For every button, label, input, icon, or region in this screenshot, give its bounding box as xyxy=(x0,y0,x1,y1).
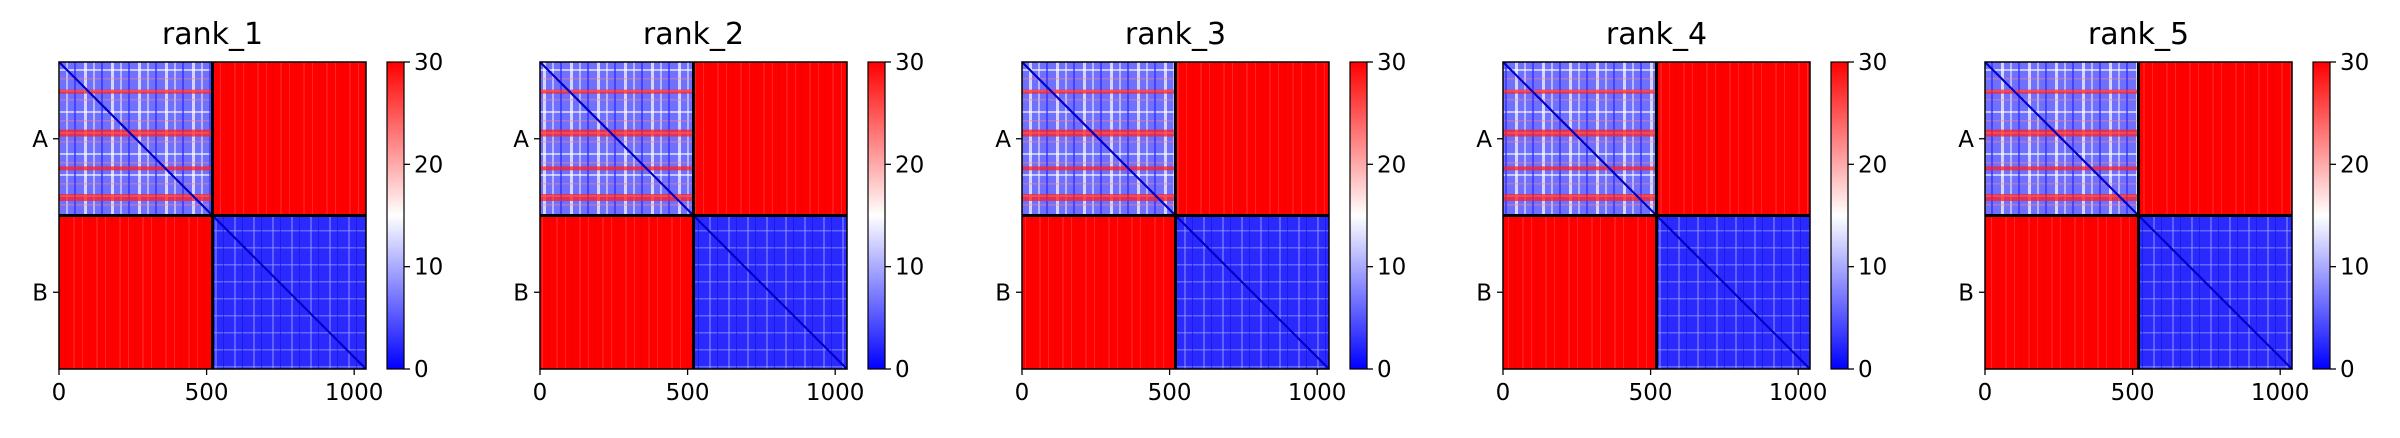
colorbar xyxy=(867,61,886,370)
block-a-a-stripe xyxy=(1022,89,1176,94)
colorbar-tick-label: 10 xyxy=(414,255,443,281)
x-tick-label: 500 xyxy=(1629,380,1673,406)
block-a-a-stripe xyxy=(540,89,694,94)
colorbar-tick-label: 20 xyxy=(895,152,924,178)
plot-frame xyxy=(1984,61,2293,370)
x-tick-label: 500 xyxy=(185,380,229,406)
block-a-b xyxy=(212,62,366,216)
block-b-a xyxy=(1503,215,1657,369)
colorbar-tick-label: 0 xyxy=(1858,357,1873,383)
y-tick-label: B xyxy=(513,280,529,306)
block-b-a xyxy=(1985,215,2139,369)
plot-frame xyxy=(58,61,367,370)
block-a-a-stripe xyxy=(1022,129,1176,137)
colorbar-tick-label: 10 xyxy=(1377,255,1406,281)
colorbar-tick-label: 30 xyxy=(1377,50,1406,76)
colorbar-tick-label: 30 xyxy=(2340,50,2369,76)
x-tick-label: 500 xyxy=(2111,380,2155,406)
plot-frame xyxy=(1021,61,1330,370)
colorbar-tick-label: 0 xyxy=(895,357,910,383)
heatmap-panel: rank_2 0 500 1000 A B 0 10 20 30 xyxy=(513,17,924,406)
colorbar xyxy=(1830,61,1849,370)
x-tick-label: 0 xyxy=(1496,380,1511,406)
x-tick-label: 1000 xyxy=(806,380,865,406)
block-a-a-stripe xyxy=(1503,89,1657,94)
colorbar-tick-label: 0 xyxy=(2340,357,2355,383)
y-tick-label: A xyxy=(995,127,1011,153)
block-a-a-stripe xyxy=(1985,166,2139,171)
colorbar xyxy=(2312,61,2331,370)
y-tick-label: B xyxy=(995,280,1011,306)
block-b-a xyxy=(1022,215,1176,369)
block-a-a-stripe xyxy=(59,89,213,94)
heatmap-panel: rank_1 0 500 1000 A B 0 10 20 30 xyxy=(32,17,443,406)
x-tick-label: 0 xyxy=(52,380,67,406)
colorbar-tick-label: 20 xyxy=(2340,152,2369,178)
block-a-a-stripe xyxy=(1985,194,2139,202)
heatmap-panel: rank_3 0 500 1000 A B 0 10 20 30 xyxy=(995,17,1406,406)
colorbar-tick-label: 30 xyxy=(895,50,924,76)
colorbar-tick-label: 20 xyxy=(1858,152,1887,178)
block-a-a-stripe xyxy=(1985,129,2139,137)
colorbar xyxy=(1349,61,1368,370)
colorbar-tick-label: 30 xyxy=(1858,50,1887,76)
x-tick-label: 0 xyxy=(1015,380,1030,406)
y-tick-label: A xyxy=(1958,127,1974,153)
block-a-b xyxy=(693,62,847,216)
x-tick-label: 0 xyxy=(533,380,548,406)
block-a-a-stripe xyxy=(540,194,694,202)
x-tick-label: 1000 xyxy=(325,380,384,406)
block-a-a-stripe xyxy=(1022,166,1176,171)
x-tick-label: 1000 xyxy=(2251,380,2310,406)
x-tick-label: 500 xyxy=(1148,380,1192,406)
block-b-a xyxy=(540,215,694,369)
block-a-a-stripe xyxy=(59,129,213,137)
x-tick-label: 1000 xyxy=(1769,380,1828,406)
colorbar xyxy=(386,61,405,370)
colorbar-tick-label: 10 xyxy=(2340,255,2369,281)
panel-title: rank_2 xyxy=(643,17,744,52)
colorbar-tick-label: 10 xyxy=(1858,255,1887,281)
y-tick-label: A xyxy=(513,127,529,153)
block-a-b xyxy=(1175,62,1329,216)
colorbar-tick-label: 0 xyxy=(1377,357,1392,383)
x-tick-label: 500 xyxy=(666,380,710,406)
panel-title: rank_5 xyxy=(2088,17,2189,52)
panel-title: rank_4 xyxy=(1606,17,1707,52)
block-a-a-stripe xyxy=(59,166,213,171)
plot-frame xyxy=(1502,61,1811,370)
panel-title: rank_3 xyxy=(1125,17,1226,52)
colorbar-tick-label: 20 xyxy=(1377,152,1406,178)
block-a-a-stripe xyxy=(1985,89,2139,94)
block-a-a-stripe xyxy=(59,194,213,202)
plot-frame xyxy=(539,61,848,370)
x-tick-label: 0 xyxy=(1978,380,1993,406)
block-a-a-stripe xyxy=(540,166,694,171)
colorbar-tick-label: 30 xyxy=(414,50,443,76)
block-a-a-stripe xyxy=(1503,129,1657,137)
heatmap-panel: rank_5 0 500 1000 A B 0 10 20 30 xyxy=(1958,17,2369,406)
panel-title: rank_1 xyxy=(162,17,263,52)
colorbar-tick-label: 20 xyxy=(414,152,443,178)
block-a-a-stripe xyxy=(1503,194,1657,202)
heatmap-panel: rank_4 0 500 1000 A B 0 10 20 30 xyxy=(1476,17,1887,406)
y-tick-label: A xyxy=(32,127,48,153)
y-tick-label: B xyxy=(1476,280,1492,306)
y-tick-label: A xyxy=(1476,127,1492,153)
block-a-a-stripe xyxy=(1503,166,1657,171)
x-tick-label: 1000 xyxy=(1288,380,1347,406)
block-b-a xyxy=(59,215,213,369)
block-a-b xyxy=(1656,62,1810,216)
block-a-a-stripe xyxy=(540,129,694,137)
block-a-a-stripe xyxy=(1022,194,1176,202)
y-tick-label: B xyxy=(1958,280,1974,306)
block-a-b xyxy=(2138,62,2292,216)
colorbar-tick-label: 0 xyxy=(414,357,429,383)
colorbar-tick-label: 10 xyxy=(895,255,924,281)
y-tick-label: B xyxy=(32,280,48,306)
